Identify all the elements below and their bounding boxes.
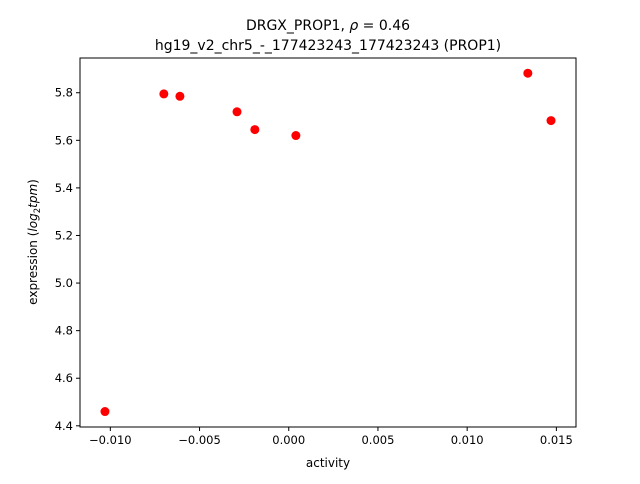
y-tick-label: 5.6: [55, 133, 73, 147]
y-axis-label: expression (log2tpm): [26, 179, 43, 305]
data-point: [291, 131, 301, 141]
data-point: [546, 116, 556, 126]
x-tick-label: 0.005: [361, 433, 394, 447]
x-axis-ticks: −0.010 −0.005 0.000 0.005 0.010 0.015: [89, 427, 573, 447]
x-tick-label: 0.000: [272, 433, 305, 447]
x-tick-label: −0.005: [178, 433, 221, 447]
y-tick-label: 5.4: [55, 181, 73, 195]
x-axis-label: activity: [306, 456, 350, 470]
data-point: [250, 125, 260, 135]
data-points: [100, 68, 556, 417]
data-point: [100, 407, 110, 417]
y-tick-label: 5.8: [55, 86, 73, 100]
plot-area-frame: [79, 57, 577, 428]
x-tick-label: 0.010: [451, 433, 484, 447]
chart-title-line2: hg19_v2_chr5_-_177423243_177423243 (PROP…: [155, 38, 501, 54]
chart-title-line1: DRGX_PROP1, ρ = 0.46: [246, 18, 410, 34]
y-tick-label: 4.8: [55, 324, 73, 338]
data-point: [175, 91, 185, 101]
y-tick-label: 5.0: [55, 276, 73, 290]
data-point: [159, 89, 169, 99]
y-axis-ticks: 4.4 4.6 4.8 5.0 5.2 5.4 5.6 5.8: [55, 86, 80, 433]
data-point: [523, 68, 533, 78]
x-tick-label: 0.015: [540, 433, 573, 447]
data-point: [232, 107, 242, 117]
y-tick-label: 4.4: [55, 419, 73, 433]
y-tick-label: 5.2: [55, 228, 73, 242]
x-tick-label: −0.010: [89, 433, 132, 447]
y-tick-label: 4.6: [55, 371, 73, 385]
